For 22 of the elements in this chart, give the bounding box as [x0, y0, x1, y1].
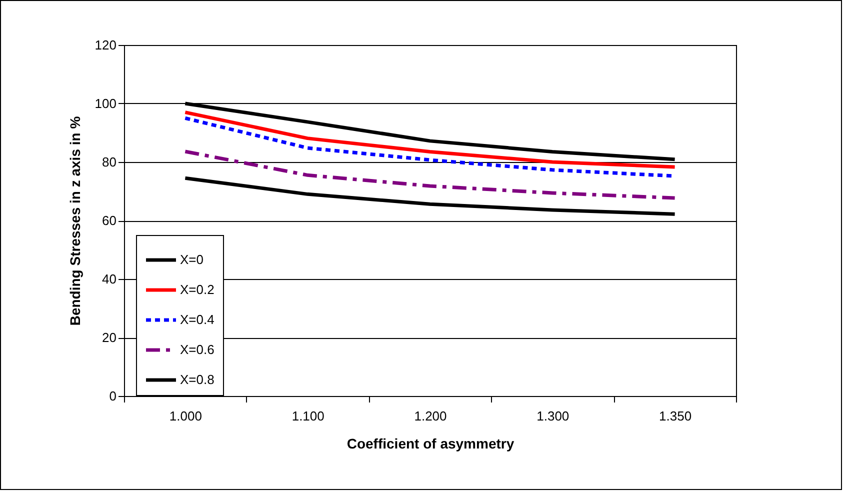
line-series	[183, 150, 677, 200]
y-tick-label: 20	[102, 330, 116, 345]
x-axis-title: Coefficient of asymmetry	[346, 436, 514, 452]
y-tick-label: 80	[102, 154, 116, 170]
y-tick-label: 120	[94, 38, 116, 52]
legend-label: X=0.4	[180, 312, 214, 327]
y-tick-label: 40	[102, 272, 116, 286]
legend-label: X=0.2	[180, 282, 214, 297]
x-tick-label: 1.200	[414, 408, 447, 424]
y-tick-label: 100	[94, 96, 116, 111]
line-series	[183, 176, 677, 216]
legend-label: X=0	[180, 252, 204, 267]
x-tick-label: 1.300	[536, 408, 570, 424]
y-axis-title: Bending Stresses in z axis in %	[66, 116, 83, 326]
y-tick-label: 60	[102, 213, 116, 228]
x-tick-label: 1.350	[659, 408, 692, 424]
legend-label: X=0.8	[180, 372, 214, 387]
y-tick-label: 0	[109, 388, 116, 404]
legend-label: X=0.6	[180, 342, 214, 357]
x-tick-label: 1.000	[169, 408, 202, 424]
x-tick-label: 1.100	[292, 408, 324, 424]
line-series	[183, 110, 677, 169]
